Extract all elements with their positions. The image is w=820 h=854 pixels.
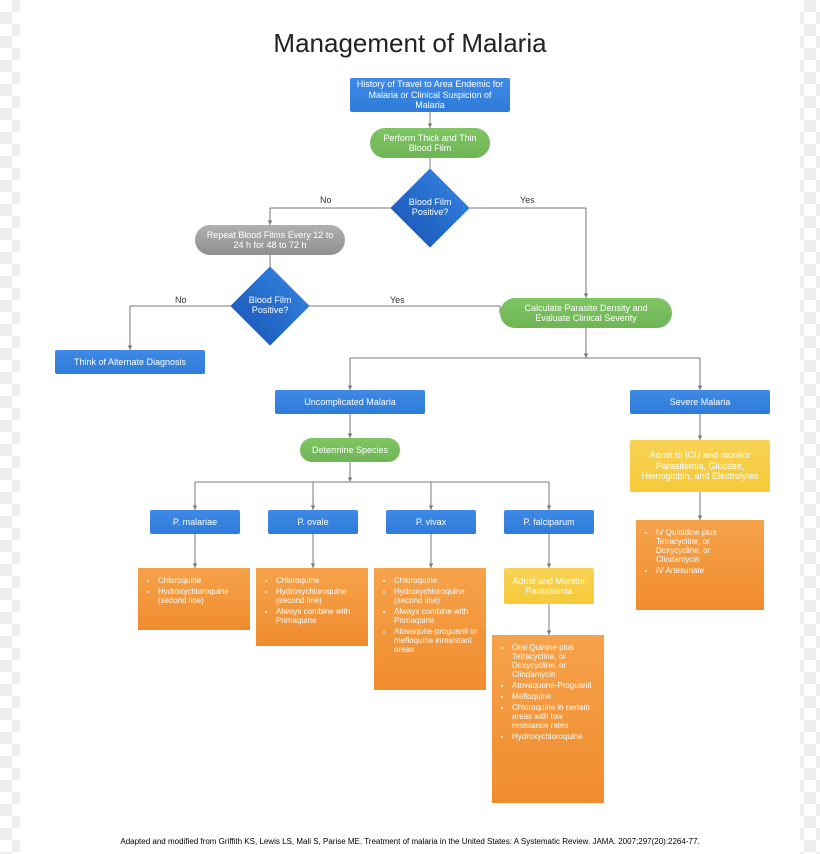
node-sp_ovale: P. ovale (268, 510, 358, 534)
node-alt_dx: Think of Alternate Diagnosis (55, 350, 205, 374)
treatment-t_ovale-item: Always combine with Primaquine (276, 607, 360, 625)
treatment-t_falcip: Oral Quinine plus Tetracycline, or Doxyc… (492, 635, 604, 803)
node-calc: Calculate Parasite Density and Evaluate … (500, 298, 672, 328)
treatment-t_falcip-item: Hydroxychloroquine (512, 732, 596, 741)
treatment-t_severe-item: IV Quinidine plus Tetracycline, or Doxyc… (656, 528, 756, 564)
node-severe: Severe Malaria (630, 390, 770, 414)
node-bf1-label: Blood Film Positive? (408, 198, 452, 218)
node-start: History of Travel to Area Endemic for Ma… (350, 78, 510, 112)
treatment-t_falcip-item: Chloroquine in certain areas with low re… (512, 703, 596, 730)
treatment-t_vivax: Chloroquine Hydroxychloroquine (second li… (374, 568, 486, 690)
node-repeat: Repeat Blood Films Every 12 to 24 h for … (195, 225, 345, 255)
treatment-t_ovale: Chloroquine Hydroxychloroquine (second li… (256, 568, 368, 646)
treatment-t_malariae-item: Chloroquine (158, 576, 242, 585)
treatment-t_ovale-item: Chloroquine (276, 576, 360, 585)
treatment-t_malariae-item: Hydroxychloroquine (second line) (158, 587, 242, 605)
node-sp_falcip: P. falciparum (504, 510, 594, 534)
node-uncomp: Uncomplicated Malaria (275, 390, 425, 414)
node-admit_mon: Admit and Monitor Parasitemia (504, 568, 594, 604)
treatment-t_ovale-item: Hydroxychloroquine (second line) (276, 587, 360, 605)
treatment-t_severe-item: IV Artesunate (656, 566, 756, 575)
node-admit_icu: Admit to ICU and monitor Parasitemia, Gl… (630, 440, 770, 492)
node-det_sp: Determine Species (300, 438, 400, 462)
page-canvas: Management of Malaria Adapted and modifi… (20, 0, 800, 854)
treatment-t_falcip-item: Oral Quinine plus Tetracycline, or Doxyc… (512, 643, 596, 679)
treatment-t_falcip-item: Mefloquine (512, 692, 596, 701)
treatment-t_malariae: Chloroquine Hydroxychloroquine (second li… (138, 568, 250, 630)
footer-citation: Adapted and modified from Griffith KS, L… (20, 837, 800, 846)
treatment-t_vivax-item: Chloroquine (394, 576, 478, 585)
treatment-t_vivax-item: Hydroxychloroquine (second line) (394, 587, 478, 605)
treatment-t_vivax-item: Atovaqune-proguanil or mefloquine inresi… (394, 627, 478, 654)
edge-label-bf1_no: No (320, 195, 332, 205)
treatment-t_severe: IV Quinidine plus Tetracycline, or Doxyc… (636, 520, 764, 610)
treatment-t_vivax-item: Always combine with Primaquine (394, 607, 478, 625)
edge-label-bf2_no: No (175, 295, 187, 305)
node-thick_thin: Perform Thick and Thin Blood Film (370, 128, 490, 158)
node-sp_malariae: P. malariae (150, 510, 240, 534)
edge-label-bf2_yes: Yes (390, 295, 405, 305)
edge-label-bf1_yes: Yes (520, 195, 535, 205)
treatment-t_falcip-item: Atovaquone-Proguanil (512, 681, 596, 690)
node-bf2-label: Blood Film Positive? (248, 296, 292, 316)
node-sp_vivax: P. vivax (386, 510, 476, 534)
